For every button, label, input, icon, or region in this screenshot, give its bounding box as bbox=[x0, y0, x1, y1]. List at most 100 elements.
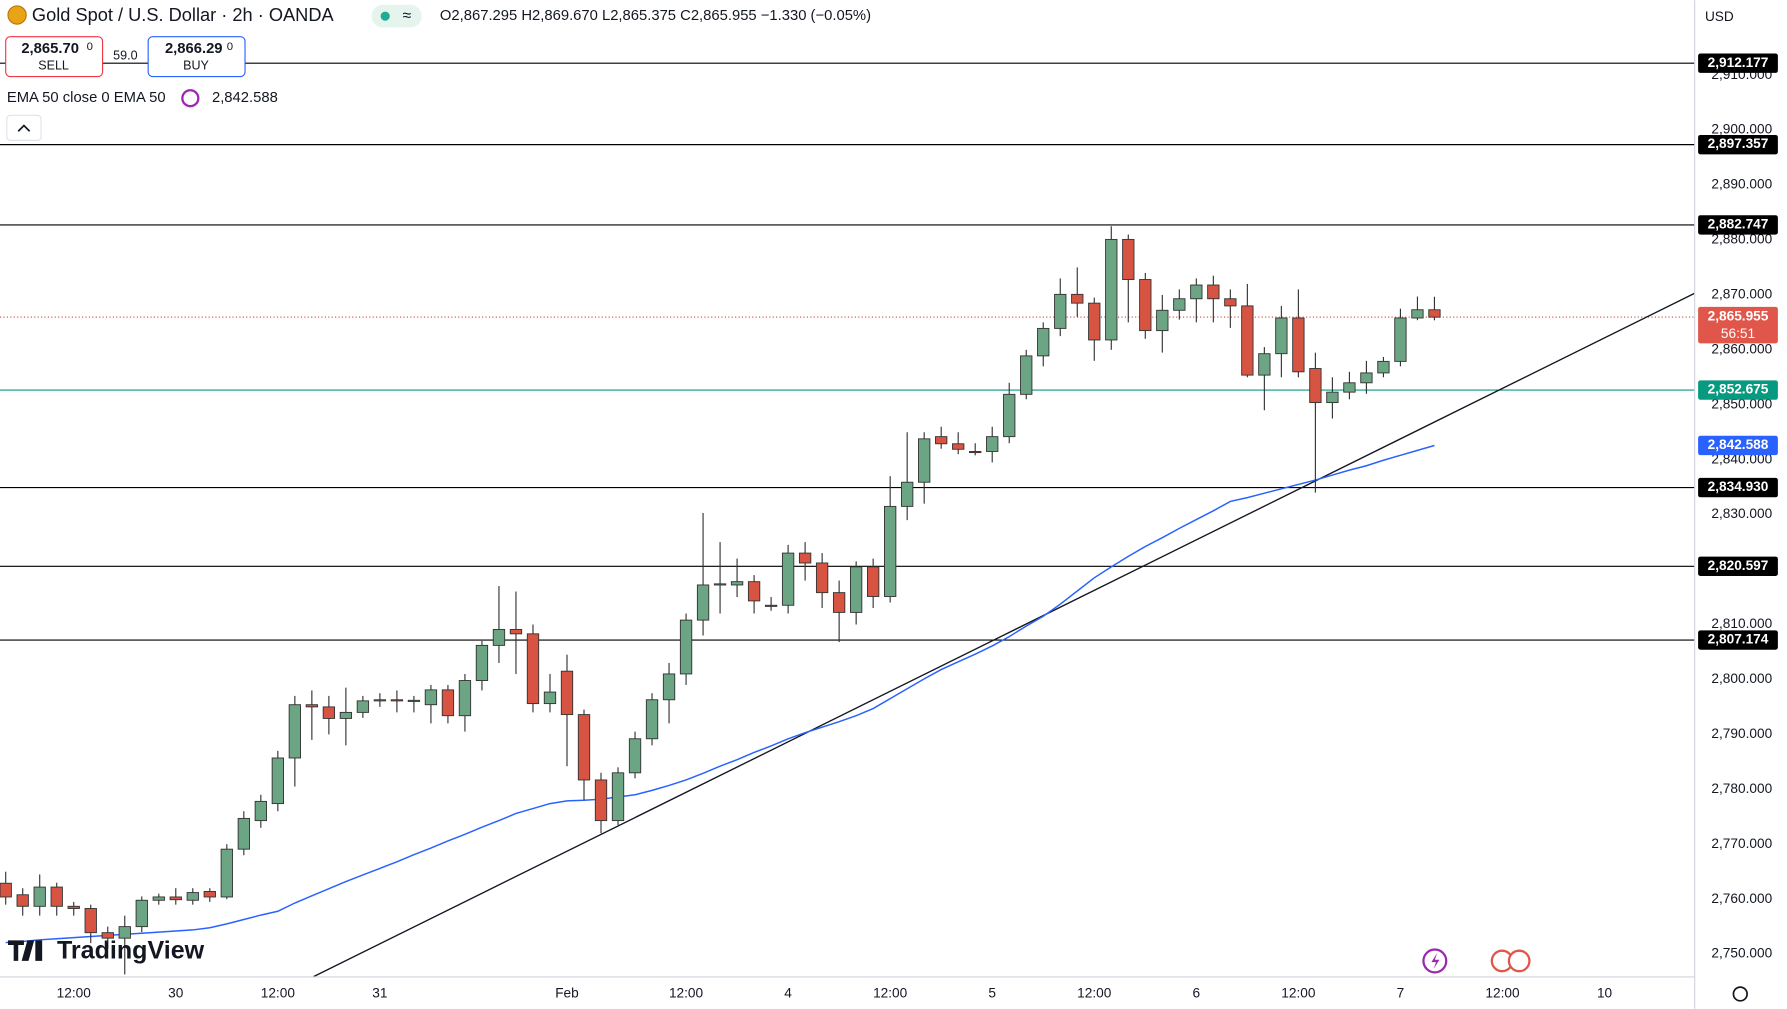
candle-body bbox=[1360, 372, 1373, 384]
spread: 59.0 bbox=[113, 48, 137, 62]
candle-body bbox=[509, 628, 523, 635]
candle-body bbox=[356, 700, 370, 713]
candle-body bbox=[1292, 317, 1305, 373]
candle-body bbox=[305, 704, 319, 708]
level-tag-label: 2,882.747 bbox=[1708, 216, 1769, 231]
candle-body bbox=[730, 581, 744, 586]
x-tick-label: 4 bbox=[784, 986, 792, 1001]
ema-tag bbox=[1698, 435, 1778, 456]
candle-body bbox=[526, 633, 540, 705]
ema-tag-label: 2,842.588 bbox=[1708, 437, 1769, 452]
candle-body bbox=[1173, 298, 1186, 311]
level-tag bbox=[1698, 630, 1778, 650]
events-bolt bbox=[1431, 952, 1440, 969]
candle-body bbox=[1275, 317, 1288, 355]
x-tick-label: 5 bbox=[988, 986, 996, 1001]
candle-body bbox=[1241, 305, 1254, 376]
sell-button[interactable] bbox=[5, 36, 104, 78]
collapse-button[interactable] bbox=[6, 114, 42, 141]
candle-body bbox=[101, 932, 114, 939]
candle-body bbox=[781, 552, 795, 606]
candle-body bbox=[118, 926, 131, 939]
price-tags: 2,912.177 2,897.357 2,882.747 2,852.675 2,83… bbox=[1698, 53, 1778, 650]
x-tick-label: 12:00 bbox=[1281, 986, 1316, 1001]
candle-body bbox=[390, 699, 404, 702]
x-tick-label: 12:00 bbox=[669, 986, 704, 1001]
level-tag-label: 2,897.357 bbox=[1708, 136, 1769, 151]
buy-pip: 0 bbox=[227, 41, 233, 53]
symbol-icon bbox=[7, 5, 27, 25]
candle-body bbox=[152, 896, 165, 901]
level-tag-label: 2,912.177 bbox=[1708, 55, 1769, 70]
candle-body bbox=[815, 562, 829, 594]
indicator-name: EMA 50 close 0 EMA 50 bbox=[7, 90, 166, 106]
candle-body bbox=[458, 680, 472, 717]
indicator-icon[interactable] bbox=[181, 89, 200, 108]
candle-body bbox=[1377, 360, 1390, 374]
delay-icon: ≈ bbox=[402, 7, 411, 24]
y-tick-label: 2,810.000 bbox=[1711, 616, 1772, 631]
candle-body bbox=[577, 714, 591, 781]
candle-body bbox=[1309, 368, 1322, 404]
status-pill[interactable] bbox=[371, 4, 422, 28]
candle-body bbox=[986, 436, 999, 452]
x-tick-label: 12:00 bbox=[873, 986, 908, 1001]
candle-body bbox=[16, 894, 29, 907]
x-tick-label: 30 bbox=[168, 986, 184, 1001]
candle-body bbox=[84, 908, 97, 934]
candle-body bbox=[441, 689, 455, 717]
candle-body bbox=[679, 619, 693, 675]
candle-body bbox=[373, 699, 387, 702]
candle-body bbox=[543, 691, 557, 705]
sell-label: SELL bbox=[38, 59, 69, 73]
candle-body bbox=[220, 848, 233, 898]
buy-price: 2,866.29 bbox=[165, 41, 223, 57]
settings-icon[interactable] bbox=[1732, 986, 1748, 1002]
plot bbox=[0, 62, 1695, 978]
candle-body bbox=[203, 891, 216, 898]
buy-label: BUY bbox=[183, 59, 209, 73]
candle-body bbox=[1139, 279, 1152, 332]
y-tick-label: 2,880.000 bbox=[1711, 232, 1772, 247]
candle-body bbox=[50, 886, 63, 907]
candle-body bbox=[339, 711, 353, 719]
x-tick-label: 12:00 bbox=[1485, 986, 1520, 1001]
candle-body bbox=[33, 886, 46, 907]
trendline bbox=[313, 292, 1695, 978]
candle-body bbox=[475, 644, 489, 681]
events-icon[interactable] bbox=[1422, 948, 1448, 974]
y-tick-label: 2,750.000 bbox=[1711, 946, 1772, 961]
y-tick-label: 2,780.000 bbox=[1711, 781, 1772, 796]
y-tick-label: 2,800.000 bbox=[1711, 671, 1772, 686]
candle-body bbox=[713, 583, 727, 586]
currency: USD bbox=[1705, 9, 1734, 24]
collapse-icon bbox=[17, 124, 31, 132]
candle-body bbox=[1003, 393, 1016, 438]
indicator-value: 2,842.588 bbox=[212, 90, 278, 106]
candle-body bbox=[169, 896, 182, 901]
y-tick-label: 2,870.000 bbox=[1711, 287, 1772, 302]
level-tag-label: 2,807.174 bbox=[1708, 632, 1769, 647]
candle-body bbox=[764, 604, 778, 607]
x-tick-label: 10 bbox=[1597, 986, 1613, 1001]
candle-body bbox=[1207, 284, 1220, 300]
candle-body bbox=[952, 443, 965, 450]
currency-box[interactable] bbox=[1696, 2, 1782, 31]
buy-button[interactable] bbox=[147, 36, 246, 78]
y-tick-label: 2,900.000 bbox=[1711, 122, 1772, 137]
level-tag bbox=[1698, 556, 1778, 576]
candle-body bbox=[237, 817, 250, 850]
y-tick-label: 2,830.000 bbox=[1711, 506, 1772, 521]
price-tag-label: 2,865.955 bbox=[1708, 309, 1769, 324]
candle-body bbox=[67, 905, 80, 909]
candle-body bbox=[288, 704, 302, 759]
level-tag-label: 2,820.597 bbox=[1708, 558, 1769, 573]
candle-body bbox=[1190, 284, 1203, 300]
candle-body bbox=[1088, 302, 1101, 341]
candle-body bbox=[901, 481, 914, 507]
flag-icon[interactable] bbox=[1507, 949, 1531, 973]
y-tick-label: 2,790.000 bbox=[1711, 726, 1772, 741]
y-tick-label: 2,770.000 bbox=[1711, 836, 1772, 851]
candle-body bbox=[918, 438, 931, 483]
